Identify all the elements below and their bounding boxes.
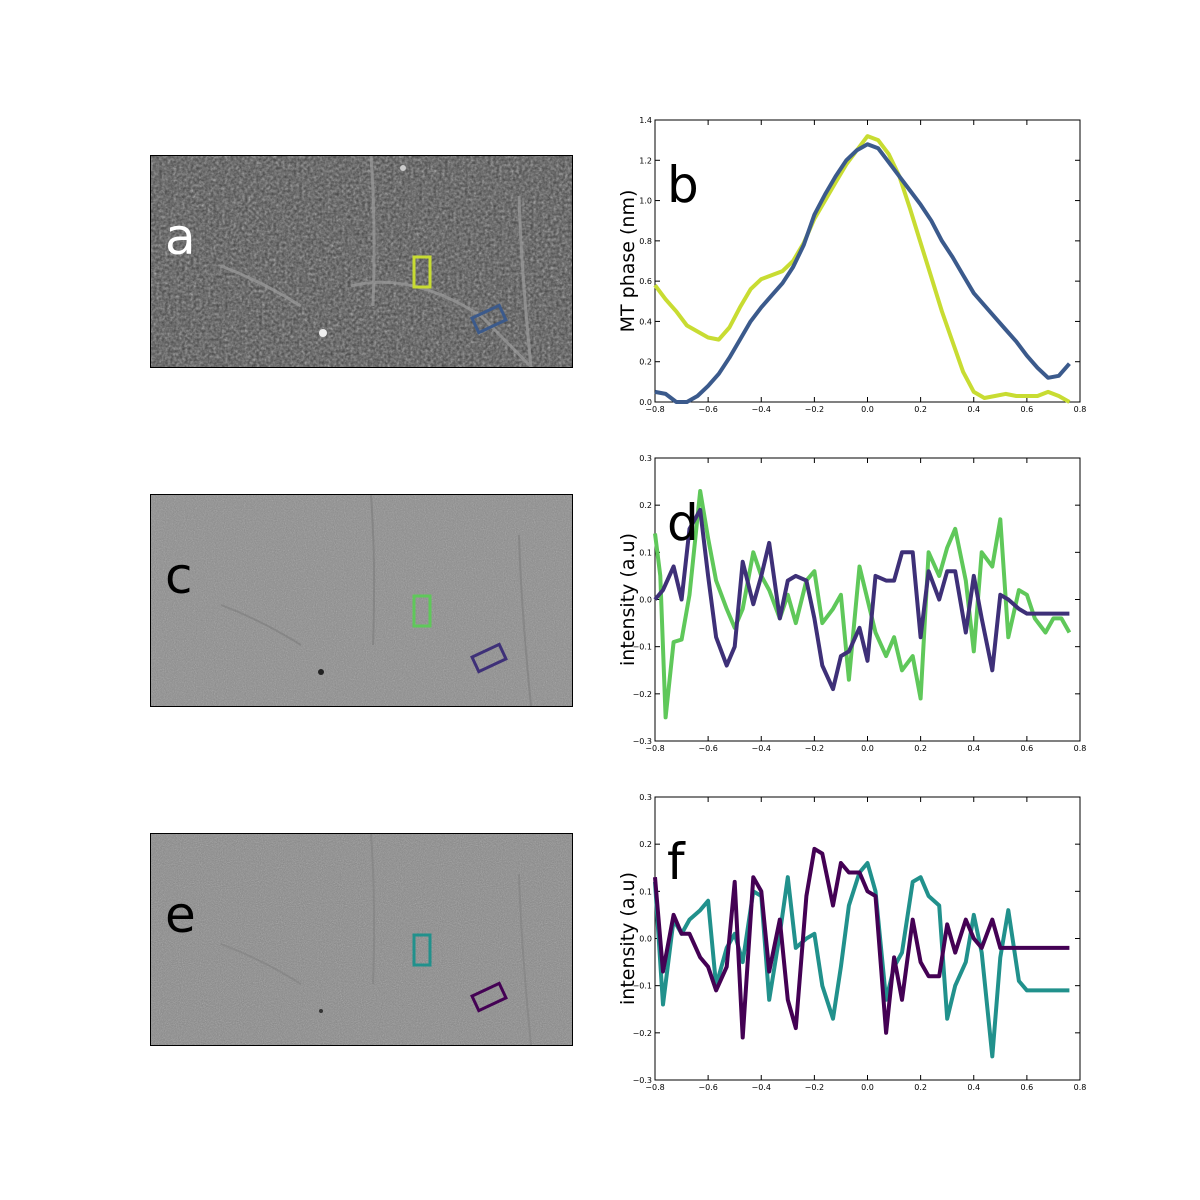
x-tick-label: 0.8 (1074, 405, 1087, 414)
x-tick-label: 0.0 (861, 405, 874, 414)
micrograph-e (150, 833, 573, 1046)
y-tick-label: 0.8 (639, 237, 652, 246)
roi-box-purple (470, 642, 508, 674)
y-tick-label: 1.2 (639, 156, 652, 165)
x-tick-label: −0.8 (645, 744, 664, 753)
x-tick-label: −0.2 (805, 405, 824, 414)
dark-particle (319, 1009, 323, 1013)
microtubule-filaments (220, 156, 533, 367)
y-tick-label: 0.2 (639, 358, 652, 367)
y-tick-label: 0.0 (639, 935, 652, 944)
panel-letter-b: b (667, 156, 699, 214)
panel-letter-d: d (667, 494, 699, 552)
y-tick-label: 0.3 (639, 793, 652, 802)
x-tick-label: 0.0 (861, 744, 874, 753)
x-tick-label: −0.4 (752, 1083, 771, 1092)
x-tick-label: −0.8 (645, 405, 664, 414)
roi-box-green (412, 594, 432, 628)
series-line-teal (653, 861, 1070, 1059)
x-tick-label: 0.6 (1021, 1083, 1034, 1092)
x-tick-label: 0.4 (967, 405, 980, 414)
series-line-blue (654, 142, 1071, 404)
x-tick-label: 0.0 (861, 1083, 874, 1092)
micrograph-c (150, 494, 573, 707)
x-tick-label: 0.4 (967, 744, 980, 753)
y-tick-label: −0.2 (633, 1029, 652, 1038)
plot-d: −0.8 −0.6 −0.4 −0.2 0.0 0.2 0.4 0.6 0.8 −0.3 −0.2 −… (617, 454, 1086, 753)
y-tick-label: −0.3 (633, 737, 652, 746)
x-tick-label: 0.8 (1074, 744, 1087, 753)
plot-f: −0.8 −0.6 −0.4 −0.2 0.0 0.2 0.4 0.6 0.8 −0.3 −0.2 −… (617, 793, 1086, 1092)
y-tick-label: −0.2 (633, 690, 652, 699)
x-tick-label: 0.2 (914, 405, 927, 414)
x-tick-label: 0.2 (914, 1083, 927, 1092)
x-tick-label: −0.2 (805, 744, 824, 753)
panel-letter-e: e (165, 886, 196, 944)
x-tick-label: 0.6 (1021, 744, 1034, 753)
micrograph-e-image (151, 834, 572, 1045)
bright-particle (319, 329, 327, 337)
bright-particle (400, 165, 406, 171)
roi-box-teal (412, 933, 432, 967)
micrograph-a (150, 155, 573, 368)
plot-frame (654, 119, 1081, 403)
series-line-green (653, 489, 1072, 720)
x-tick-label: 0.6 (1021, 405, 1034, 414)
microtubule-filaments (220, 834, 532, 1045)
plot-b: −0.8 −0.6 −0.4 −0.2 0.0 0.2 0.4 0.6 0.8 0.0 0.2 0.4… (617, 116, 1086, 414)
x-tick-label: −0.6 (698, 744, 717, 753)
panel-letter-a: a (165, 208, 196, 266)
x-tick-label: −0.6 (698, 405, 717, 414)
x-tick-label: −0.4 (752, 744, 771, 753)
y-tick-label: 0.3 (639, 454, 652, 463)
y-tick-label: 1.0 (639, 197, 652, 206)
microtubule-filaments (220, 495, 532, 706)
y-tick-label: 0.1 (639, 887, 652, 896)
plot-frame (654, 796, 1081, 1081)
roi-box-blue (470, 303, 508, 335)
y-tick-label: −0.1 (633, 643, 652, 652)
panel-letter-c: c (165, 547, 193, 605)
x-tick-label: 0.4 (967, 1083, 980, 1092)
roi-box-dark-purple (470, 981, 508, 1013)
x-tick-label: −0.6 (698, 1083, 717, 1092)
y-tick-label: 1.4 (639, 116, 652, 125)
micrograph-c-image (151, 495, 572, 706)
y-tick-label: −0.3 (633, 1076, 652, 1085)
x-tick-label: −0.4 (752, 405, 771, 414)
y-tick-label: 0.0 (639, 596, 652, 605)
series-line-dark-purple (653, 846, 1070, 1040)
y-tick-label: 0.2 (639, 501, 652, 510)
x-tick-label: −0.8 (645, 1083, 664, 1092)
x-tick-label: 0.8 (1074, 1083, 1087, 1092)
y-axis-label: intensity (a.u) (617, 872, 639, 1005)
micrograph-a-image (151, 156, 572, 367)
x-tick-label: −0.2 (805, 1083, 824, 1092)
panel-letter-f: f (667, 833, 686, 891)
dark-particle (318, 669, 324, 675)
series-line-purple (653, 507, 1070, 692)
roi-box-yellow (412, 255, 432, 289)
x-tick-label: 0.2 (914, 744, 927, 753)
y-tick-label: 0.4 (639, 317, 652, 326)
y-tick-label: 0.1 (639, 548, 652, 557)
series-line-yellow-green (653, 134, 1071, 404)
y-axis-label: MT phase (nm) (617, 190, 639, 333)
y-axis-label: intensity (a.u) (617, 533, 639, 666)
y-tick-label: 0.6 (639, 277, 652, 286)
y-tick-label: 0.0 (639, 398, 652, 407)
y-tick-label: 0.2 (639, 840, 652, 849)
y-tick-label: −0.1 (633, 982, 652, 991)
